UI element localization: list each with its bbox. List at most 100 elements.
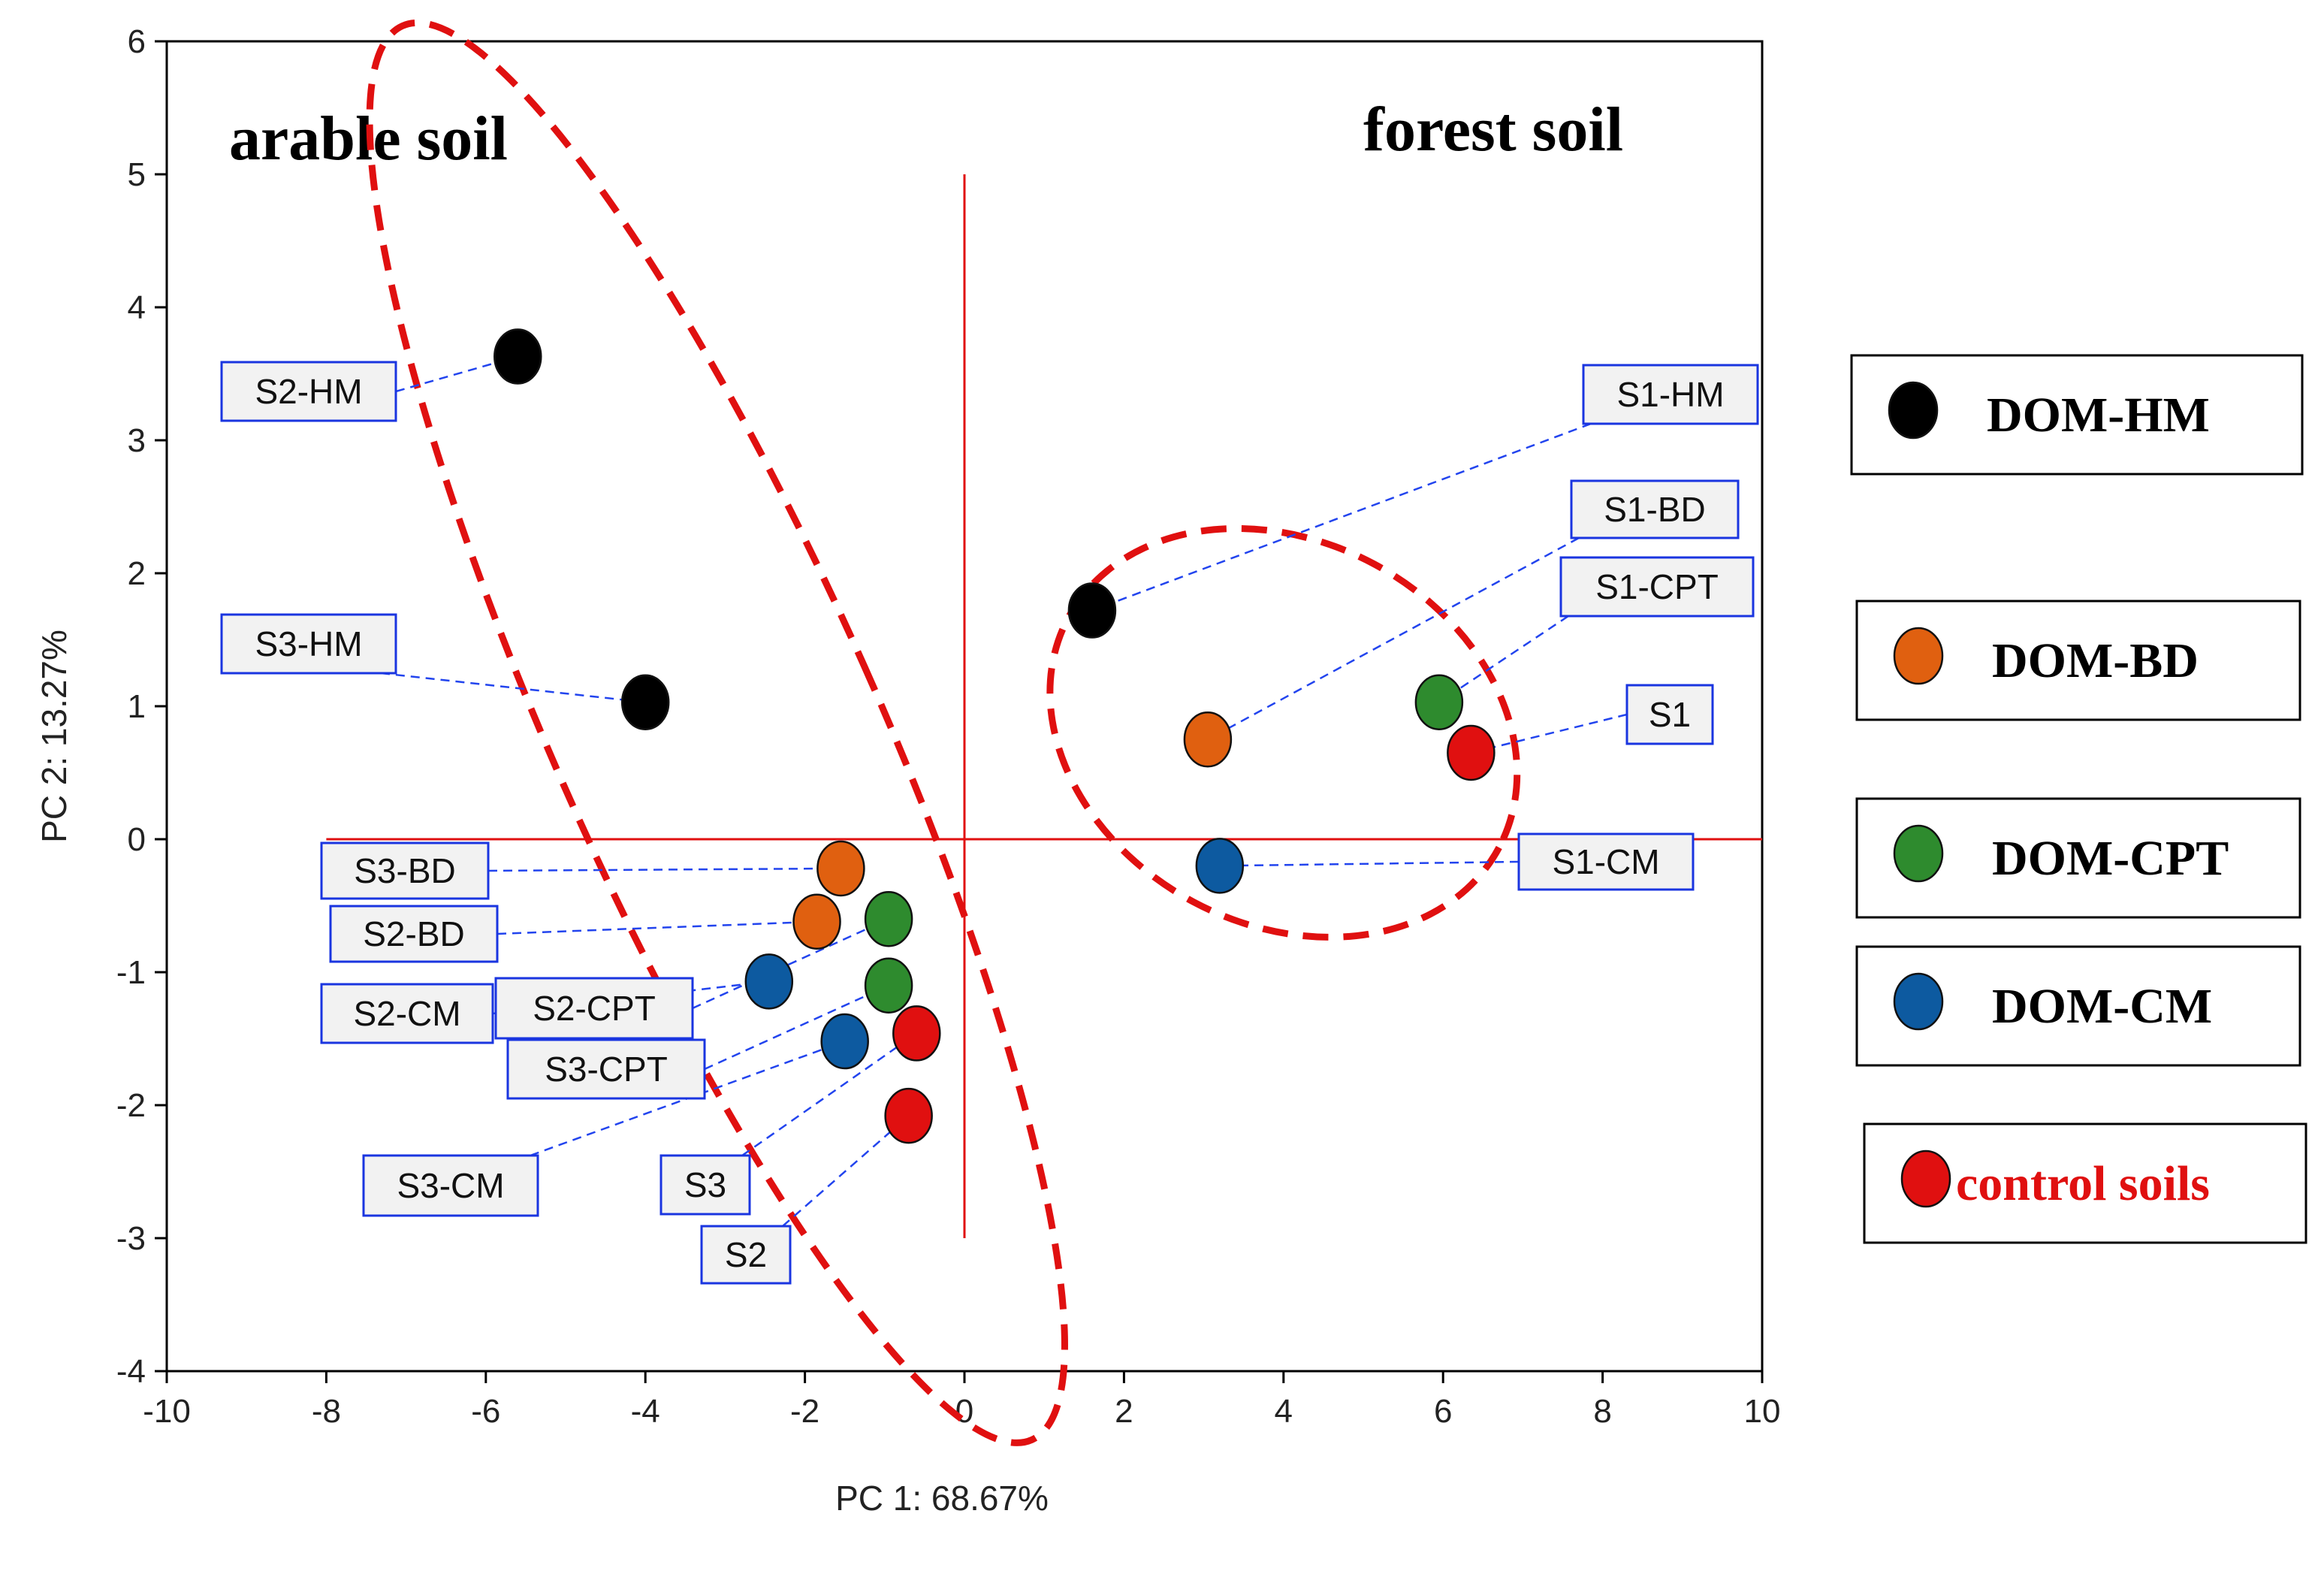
data-point [1067,582,1117,639]
leader-line [1091,422,1592,612]
data-point [820,1013,869,1070]
data-point [1414,674,1464,730]
leader-line [1438,615,1569,703]
leader-line [704,984,889,1071]
point-label-box [1559,556,1755,618]
point-label-box [362,1154,539,1217]
point-label-box [1582,364,1759,425]
point-label-box [1625,684,1714,745]
y-tick-label: 5 [128,156,146,193]
x-tick-label: -10 [143,1393,191,1430]
x-axis-title: PC 1: 68.67% [835,1479,1049,1518]
point-label-box [1570,479,1740,539]
leader-line [1219,860,1520,867]
leader-line [741,1032,917,1157]
leader-line [1207,536,1580,741]
legend-marker [1900,1150,1951,1208]
point-label-box [320,983,494,1044]
x-tick-label: -2 [790,1393,819,1430]
y-tick-label: -4 [116,1353,146,1390]
point-label: S2-CPT [533,989,656,1028]
leader-line [782,1115,910,1227]
legend-item: DOM-CPT [1855,797,2301,919]
legend-marker [1888,381,1939,440]
leader-line [692,918,889,1010]
data-point [1447,724,1496,781]
point-label: S3-CPT [545,1050,668,1089]
x-tick-label: 0 [955,1393,973,1430]
point-label-box [494,977,694,1040]
x-tick-label: 10 [1744,1393,1781,1430]
x-tick-label: -6 [471,1393,500,1430]
y-tick-label: 0 [128,821,146,858]
point-label: S2 [725,1235,767,1274]
point-label: S1-BD [1604,490,1705,529]
leader-line [1471,713,1628,754]
data-point [884,1087,933,1144]
point-label-box [220,613,397,675]
x-tick-label: 6 [1434,1393,1452,1430]
point-label: S2-CM [353,994,460,1033]
data-point [1183,711,1233,768]
legend-label: DOM-BD [1992,633,2199,688]
legend-marker [1893,824,1944,883]
legend-label: DOM-CPT [1992,831,2229,886]
y-tick-label: 3 [128,422,146,459]
data-point [493,328,542,385]
y-tick-label: 4 [128,289,146,326]
legend-marker [1893,627,1944,685]
y-axis-title: PC 2: 13.27% [35,630,74,843]
region-label-forest: forest soil [1363,95,1623,165]
point-label: S2-HM [255,372,362,411]
point-label-box [220,361,397,422]
leader-line [496,920,817,935]
arable-cluster-ellipse [366,19,1068,1446]
data-point [816,840,865,897]
y-tick-label: 6 [128,23,146,60]
y-tick-label: 1 [128,688,146,725]
leader-line [487,867,841,872]
x-tick-label: 4 [1275,1393,1293,1430]
forest-cluster-ellipse [1046,524,1521,941]
x-tick-label: -4 [631,1393,660,1430]
point-label: S3 [684,1165,726,1204]
point-label: S3-CM [397,1166,504,1205]
legend-item: control soils [1863,1122,2307,1244]
y-tick-label: -2 [116,1087,146,1124]
data-point [892,1005,941,1062]
legend-item: DOM-HM [1850,354,2304,476]
point-label: S3-HM [255,624,362,663]
legend-label: DOM-HM [1987,388,2210,443]
y-tick-label: -1 [116,954,146,991]
data-point [1195,838,1245,894]
point-label-box [659,1154,751,1216]
data-point [864,890,913,947]
point-label: S1-CPT [1595,567,1719,606]
point-label: S1 [1649,695,1691,734]
leader-line [380,672,646,703]
legend-marker [1893,972,1944,1031]
legend-item: DOM-CM [1855,945,2301,1067]
point-label: S2-BD [363,914,464,953]
data-point [744,953,794,1010]
y-tick-label: -3 [116,1220,146,1257]
data-point [792,893,841,950]
data-point [620,674,670,730]
point-label-box [506,1038,706,1100]
legend-label: control soils [1956,1156,2210,1211]
point-label-box [320,841,490,900]
legend-label: DOM-CM [1992,979,2212,1034]
x-tick-label: 8 [1593,1393,1611,1430]
data-point [864,957,913,1014]
point-label-box [1517,832,1695,891]
y-tick-label: 2 [128,555,146,592]
point-labels: S2-HM S3-HM S1-HM S3-BD S2-BD S1-BD S2-CPT S3-C… [220,361,1759,1285]
legend-item: DOM-BD [1855,600,2301,721]
x-tick-label: 2 [1115,1393,1133,1430]
data-points [493,328,1496,1144]
point-label: S1-CM [1552,842,1659,881]
point-label-box [329,905,499,963]
point-label-box [700,1225,792,1285]
point-label: S1-HM [1616,375,1724,414]
